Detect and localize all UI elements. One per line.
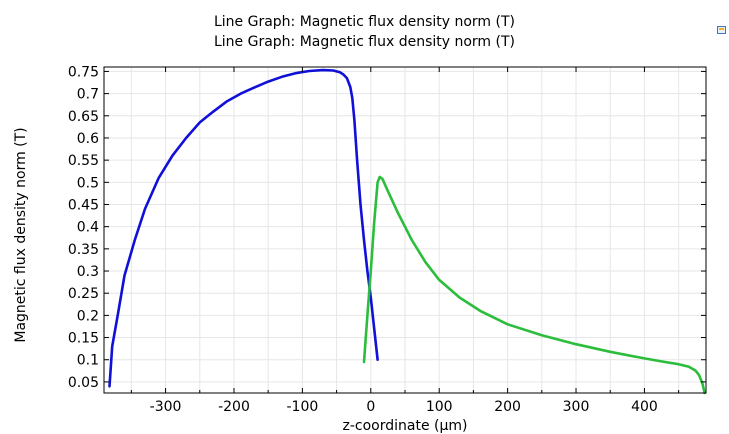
x-tick-label: -200 [218,399,250,415]
chart-title: Line Graph: Magnetic flux density norm (… [213,14,515,30]
y-tick-label: 0.3 [77,264,99,280]
x-tick-label: 100 [426,399,453,415]
x-tick-label: 200 [494,399,521,415]
y-axis-label: Magnetic flux density norm (T) [13,127,29,342]
series-layer [108,68,706,395]
series-line-1 [108,68,379,388]
toolbar-icon[interactable] [717,25,727,35]
x-tick-label: -300 [150,399,182,415]
x-axis-label: z-coordinate (µm) [343,418,468,434]
series-line-2 [362,175,706,395]
y-tick-label: 0.35 [68,242,99,258]
x-tick-label: 400 [631,399,658,415]
x-tick-label: 0 [366,399,375,415]
y-tick-label: 0.05 [68,375,99,391]
y-tick-label: 0.5 [77,175,99,191]
x-tick-label: -100 [286,399,318,415]
y-tick-label: 0.75 [68,64,99,80]
chart-subtitle: Line Graph: Magnetic flux density norm (… [213,34,515,50]
y-tick-label: 0.15 [68,331,99,347]
grid-lines [104,67,706,393]
y-tick-label: 0.6 [77,131,99,147]
y-tick-label: 0.65 [68,109,99,125]
x-tick-label: 300 [563,399,590,415]
axis-ticks: -300 -200 -100 0 100 200 300 400 0.05 0.1 0.15 0.2 0… [68,64,706,415]
y-tick-label: 0.25 [68,286,99,302]
y-tick-label: 0.45 [68,197,99,213]
y-tick-label: 0.4 [77,220,99,236]
y-tick-label: 0.7 [77,87,99,103]
y-tick-label: 0.55 [68,153,99,169]
y-tick-label: 0.1 [77,353,99,369]
y-tick-label: 0.2 [77,308,99,324]
